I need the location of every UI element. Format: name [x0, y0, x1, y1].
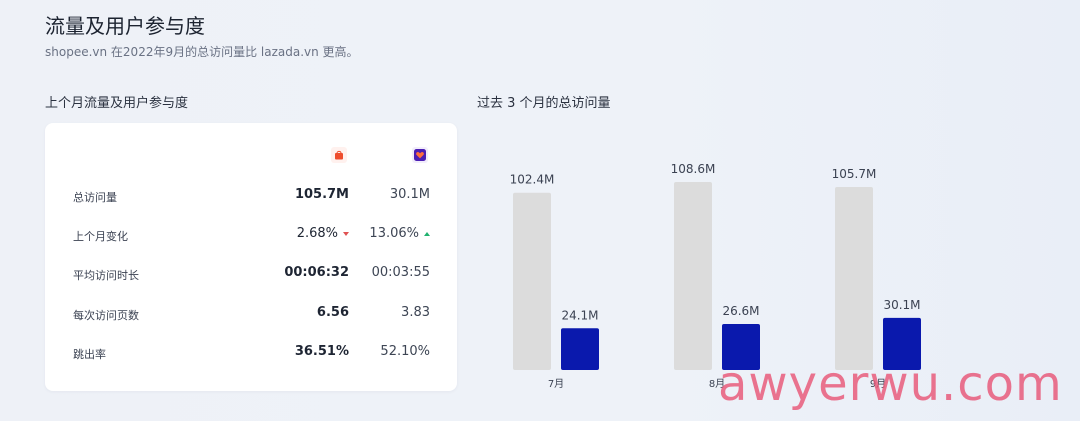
row-label: 跳出率: [73, 348, 106, 361]
page-subtitle: shopee.vn 在2022年9月的总访问量比 lazada.vn 更高。: [45, 45, 359, 59]
bar-value-label: 105.7M: [832, 167, 877, 181]
bar-value-label: 26.6M: [722, 304, 759, 318]
row-label: 平均访问时长: [73, 269, 139, 282]
bar-lazada-1: [561, 328, 599, 370]
lazada-value: 30.1M: [389, 187, 430, 202]
row-label: 每次访问页数: [73, 309, 139, 322]
section-title-last-month: 上个月流量及用户参与度: [45, 96, 189, 111]
shopee-value: 6.56: [316, 305, 349, 320]
row-label: 总访问量: [73, 191, 117, 204]
shopee-logo-icon: [331, 147, 347, 163]
shopee-bag-icon: [335, 150, 343, 160]
lazada-value: 52.10%: [380, 344, 430, 359]
section-title-chart: 过去 3 个月的总访问量: [477, 96, 611, 111]
bar-lazada-3: [883, 317, 921, 370]
bar-value-label: 108.6M: [671, 162, 716, 176]
table-row-total-visits: 总访问量 105.7M 30.1M: [45, 187, 457, 207]
lazada-change-text: 13.06%: [369, 226, 419, 241]
lazada-value: 13.06%: [369, 226, 430, 241]
x-tick-label: 7月: [548, 378, 564, 390]
bar-value-label: 24.1M: [561, 308, 598, 322]
trend-up-icon: [424, 231, 430, 236]
lazada-heart-icon: [414, 149, 426, 161]
shopee-change-text: 2.68%: [296, 226, 338, 241]
x-tick-label: 8月: [709, 378, 725, 390]
bar-value-label: 102.4M: [510, 173, 555, 187]
page-title: 流量及用户参与度: [45, 14, 205, 38]
row-label: 上个月变化: [73, 230, 128, 243]
bar-shopee-1: [513, 192, 551, 370]
lazada-value: 3.83: [401, 305, 430, 320]
lazada-value: 00:03:55: [371, 265, 430, 280]
shopee-value: 2.68%: [297, 226, 349, 241]
bar-shopee-2: [674, 182, 712, 370]
table-row-avg-duration: 平均访问时长 00:06:32 00:03:55: [45, 265, 457, 285]
lazada-logo-icon: [412, 147, 428, 163]
bar-value-label: 30.1M: [883, 298, 920, 312]
table-row-bounce-rate: 跳出率 36.51% 52.10%: [45, 344, 457, 364]
visits-bar-chart: 102.4M 24.1M 7月 108.6M 26.6M 8月 105.7M 30.1M 9月: [510, 162, 921, 390]
x-tick-label: 9月: [870, 378, 886, 390]
watermark-text: awyerwu.com: [718, 356, 1063, 412]
table-row-monthly-change: 上个月变化 2.68% 13.06%: [45, 226, 457, 246]
table-row-pages-per-visit: 每次访问页数 6.56 3.83: [45, 305, 457, 325]
bar-shopee-3: [835, 187, 873, 370]
trend-down-icon: [343, 231, 349, 236]
engagement-card: 总访问量 105.7M 30.1M 上个月变化 2.68% 13.06% 平均访…: [45, 123, 457, 391]
shopee-value: 36.51%: [294, 344, 349, 359]
bar-lazada-2: [722, 323, 760, 370]
shopee-value: 00:06:32: [284, 265, 349, 280]
shopee-value: 105.7M: [294, 187, 349, 202]
